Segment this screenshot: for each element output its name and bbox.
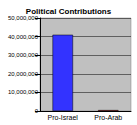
svg-text:20,000,000: 20,000,000 [8,71,39,77]
svg-text:30,000,000: 30,000,000 [8,52,39,58]
svg-text:Pro-Arab: Pro-Arab [94,114,122,121]
svg-text:0: 0 [35,108,39,114]
svg-text:Pro-Israel: Pro-Israel [48,114,79,121]
svg-text:10,000,000: 10,000,000 [8,89,39,95]
svg-text:40,000,000: 40,000,000 [8,34,39,40]
svg-text:50,000,000: 50,000,000 [8,15,39,21]
svg-text:Political Contributions: Political Contributions [26,7,112,16]
